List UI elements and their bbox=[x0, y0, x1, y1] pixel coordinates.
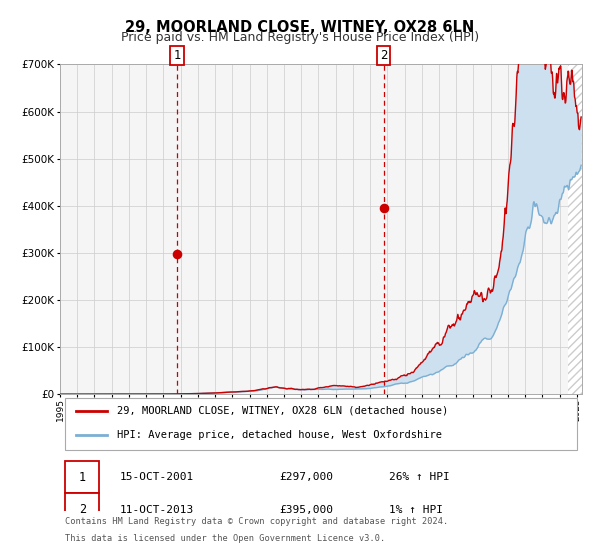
Text: 11-OCT-2013: 11-OCT-2013 bbox=[120, 505, 194, 515]
Point bbox=[172, 250, 182, 259]
FancyBboxPatch shape bbox=[65, 493, 99, 526]
Text: This data is licensed under the Open Government Licence v3.0.: This data is licensed under the Open Gov… bbox=[65, 534, 385, 543]
Text: 2: 2 bbox=[79, 503, 86, 516]
Bar bbox=[568, 64, 582, 394]
Text: £297,000: £297,000 bbox=[279, 473, 333, 482]
FancyBboxPatch shape bbox=[65, 461, 99, 493]
Text: 29, MOORLAND CLOSE, WITNEY, OX28 6LN: 29, MOORLAND CLOSE, WITNEY, OX28 6LN bbox=[125, 20, 475, 35]
Text: 1: 1 bbox=[79, 471, 86, 484]
Text: 1: 1 bbox=[173, 49, 181, 62]
Text: 1% ↑ HPI: 1% ↑ HPI bbox=[389, 505, 443, 515]
Text: 26% ↑ HPI: 26% ↑ HPI bbox=[389, 473, 449, 482]
Text: 2: 2 bbox=[380, 49, 387, 62]
Text: HPI: Average price, detached house, West Oxfordshire: HPI: Average price, detached house, West… bbox=[118, 430, 442, 440]
Text: Price paid vs. HM Land Registry's House Price Index (HPI): Price paid vs. HM Land Registry's House … bbox=[121, 31, 479, 44]
Point bbox=[379, 204, 388, 213]
Text: 29, MOORLAND CLOSE, WITNEY, OX28 6LN (detached house): 29, MOORLAND CLOSE, WITNEY, OX28 6LN (de… bbox=[118, 405, 449, 416]
FancyBboxPatch shape bbox=[65, 398, 577, 450]
Text: 15-OCT-2001: 15-OCT-2001 bbox=[120, 473, 194, 482]
Text: £395,000: £395,000 bbox=[279, 505, 333, 515]
Text: Contains HM Land Registry data © Crown copyright and database right 2024.: Contains HM Land Registry data © Crown c… bbox=[65, 517, 448, 526]
